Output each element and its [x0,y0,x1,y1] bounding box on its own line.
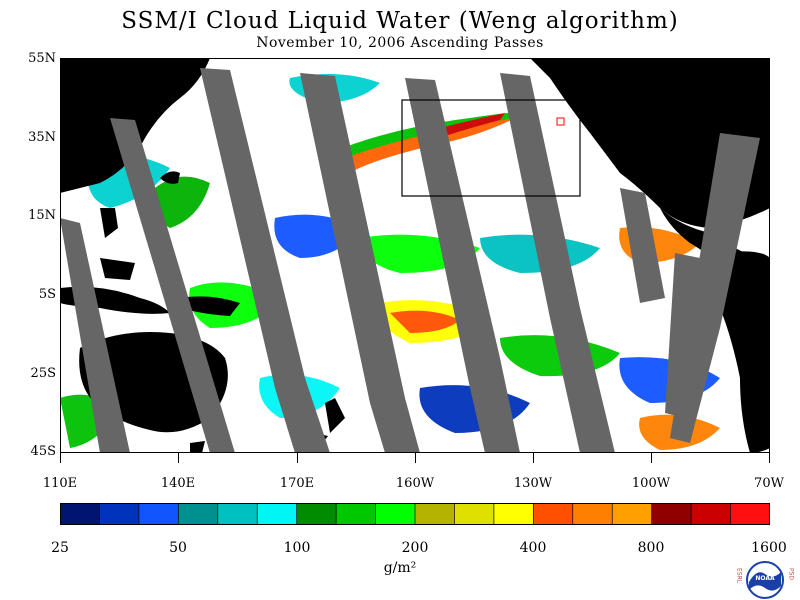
colorbar-label-100: 100 [283,540,311,556]
x-axis-ticks [60,453,770,463]
colorbar-frame [60,503,770,525]
colorbar-segment [60,503,100,525]
colorbar-segment [336,503,377,525]
colorbar-segment [257,503,298,525]
colorbar-segment [375,503,416,525]
colorbar-segment [138,503,179,525]
map-title: SSM/I Cloud Liquid Water (Weng algorithm… [121,8,679,34]
colorbar-label-400: 400 [519,540,547,556]
colorbar-label-25: 25 [51,540,69,556]
colorbar-label-800: 800 [637,540,665,556]
map-frame [60,58,770,453]
colorbar-segment [691,503,732,525]
colorbar-segment [296,503,337,525]
noaa-logo: NOAA ESRL PSD [736,561,795,599]
colorbar [60,503,770,525]
x-axis-label-130w: 130W [513,476,553,491]
x-axis-label-140e: 140E [160,476,196,491]
colorbar-segment [612,503,653,525]
x-axis-label-70w: 70W [754,476,784,491]
colorbar-segment [572,503,613,525]
colorbar-segment [493,503,534,525]
cloud-water-map [60,58,770,453]
colorbar-label-50: 50 [169,540,187,556]
colorbar-segment [415,503,455,525]
y-axis-label-15n: 15N [28,208,56,223]
colorbar-segment [178,503,219,525]
y-axis-label-35n: 35N [28,130,56,145]
logo-left-text: ESRL [736,568,743,584]
colorbar-segment [217,503,258,525]
logo-text: NOAA [755,575,775,582]
logo-right-text: PSD [788,568,795,580]
location-marker [556,117,565,126]
x-axis-label-160w: 160W [395,476,435,491]
study-area-box [401,99,581,197]
y-axis-label-5s: 5S [38,287,56,302]
map-subtitle: November 10, 2006 Ascending Passes [256,35,544,51]
y-axis-label-45s: 45S [30,444,56,459]
y-axis-label-55n: 55N [28,51,56,66]
y-axis-label-25s: 25S [30,366,56,381]
colorbar-segment [533,503,574,525]
colorbar-label-200: 200 [401,540,429,556]
colorbar-segment [730,503,770,525]
colorbar-segment [651,503,692,525]
no-data-swaths [60,68,760,453]
x-axis-label-170e: 170E [279,476,315,491]
colorbar-segment [454,503,495,525]
colorbar-label-1600: 1600 [751,540,787,556]
x-axis-label-100w: 100W [631,476,671,491]
colorbar-units: g/m² [383,560,417,576]
x-axis-label-110e: 110E [42,476,78,491]
colorbar-segment [99,503,140,525]
